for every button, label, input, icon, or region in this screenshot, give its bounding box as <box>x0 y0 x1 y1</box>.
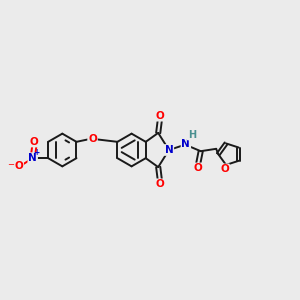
Text: O: O <box>155 179 164 189</box>
Text: N: N <box>182 139 190 149</box>
Text: N: N <box>164 145 173 155</box>
Text: O: O <box>194 164 203 173</box>
Text: O: O <box>30 136 39 146</box>
Text: −: − <box>8 160 14 169</box>
Text: O: O <box>155 111 164 121</box>
Text: N: N <box>28 153 37 163</box>
Text: O: O <box>14 161 23 171</box>
Text: O: O <box>88 134 97 144</box>
Text: H: H <box>188 130 196 140</box>
Text: +: + <box>33 148 40 157</box>
Text: O: O <box>220 164 229 174</box>
